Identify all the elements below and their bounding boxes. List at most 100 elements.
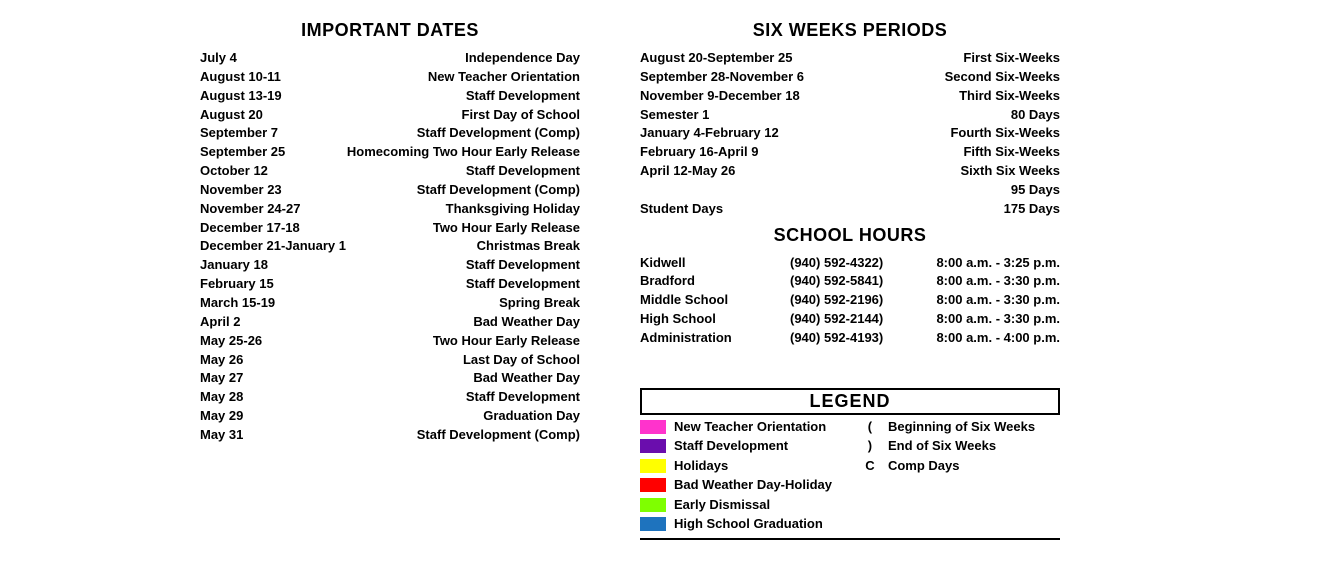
six-weeks-row: February 16-April 9 Fifth Six-Weeks — [640, 143, 1060, 162]
date-label: May 29 — [200, 407, 243, 426]
date-label: March 15-19 — [200, 294, 275, 313]
legend-symbol-label: Beginning of Six Weeks — [888, 417, 1035, 437]
date-label: August 13-19 — [200, 87, 282, 106]
date-desc: Staff Development (Comp) — [417, 181, 580, 200]
date-label: May 28 — [200, 388, 243, 407]
legend-colors: New Teacher OrientationStaff Development… — [640, 417, 832, 534]
right-column: SIX WEEKS PERIODS August 20-September 25… — [640, 20, 1060, 540]
school-phone: (940) 592-2144) — [790, 310, 920, 329]
date-desc: Staff Development — [466, 388, 580, 407]
important-date-row: September 25Homecoming Two Hour Early Re… — [200, 143, 580, 162]
date-label: November 24-27 — [200, 200, 300, 219]
date-desc: Last Day of School — [463, 351, 580, 370]
important-dates-title: IMPORTANT DATES — [200, 20, 580, 41]
important-date-row: August 13-19 Staff Development — [200, 87, 580, 106]
important-date-row: August 20 First Day of School — [200, 106, 580, 125]
date-label: August 10-11 — [200, 68, 281, 87]
period-range: Student Days — [640, 200, 723, 219]
period-label: Fourth Six-Weeks — [950, 124, 1060, 143]
date-desc: Staff Development (Comp) — [417, 124, 580, 143]
date-label: December 21-January 1 — [200, 237, 346, 256]
school-hours-row: Bradford(940) 592-5841)8:00 a.m. - 3:30 … — [640, 272, 1060, 291]
period-label: Second Six-Weeks — [945, 68, 1060, 87]
legend-swatch — [640, 420, 666, 434]
important-date-row: May 25-26Two Hour Early Release — [200, 332, 580, 351]
period-range: September 28-November 6 — [640, 68, 804, 87]
school-hours: 8:00 a.m. - 3:25 p.m. — [920, 254, 1060, 273]
school-name: Kidwell — [640, 254, 790, 273]
important-date-row: September 7 Staff Development (Comp) — [200, 124, 580, 143]
legend-color-item: New Teacher Orientation — [640, 417, 832, 437]
school-hours: 8:00 a.m. - 3:30 p.m. — [920, 272, 1060, 291]
six-weeks-row: January 4-February 12Fourth Six-Weeks — [640, 124, 1060, 143]
legend-swatch — [640, 498, 666, 512]
date-label: January 18 — [200, 256, 268, 275]
six-weeks-row: August 20-September 25 First Six-Weeks — [640, 49, 1060, 68]
school-hours-row: Administration(940) 592-4193)8:00 a.m. -… — [640, 329, 1060, 348]
date-label: May 26 — [200, 351, 243, 370]
six-weeks-row: 95 Days — [640, 181, 1060, 200]
date-desc: Bad Weather Day — [473, 369, 580, 388]
date-desc: Two Hour Early Release — [433, 219, 580, 238]
legend-symbol: ( — [862, 417, 878, 437]
date-desc: Staff Development — [466, 162, 580, 181]
date-desc: Staff Development — [466, 87, 580, 106]
important-date-row: November 24-27Thanksgiving Holiday — [200, 200, 580, 219]
school-hours: 8:00 a.m. - 3:30 p.m. — [920, 310, 1060, 329]
important-date-row: May 29Graduation Day — [200, 407, 580, 426]
school-phone: (940) 592-4322) — [790, 254, 920, 273]
legend-symbols: (Beginning of Six Weeks)End of Six Weeks… — [862, 417, 1035, 534]
period-range: November 9-December 18 — [640, 87, 800, 106]
legend-swatch — [640, 517, 666, 531]
legend-color-label: Holidays — [674, 456, 728, 476]
school-hours: 8:00 a.m. - 4:00 p.m. — [920, 329, 1060, 348]
legend-swatch — [640, 478, 666, 492]
period-label: Third Six-Weeks — [959, 87, 1060, 106]
legend-color-item: Early Dismissal — [640, 495, 832, 515]
date-label: February 15 — [200, 275, 274, 294]
date-desc: First Day of School — [462, 106, 580, 125]
important-date-row: May 27 Bad Weather Day — [200, 369, 580, 388]
important-date-row: November 23Staff Development (Comp) — [200, 181, 580, 200]
six-weeks-row: Semester 180 Days — [640, 106, 1060, 125]
legend-color-item: Holidays — [640, 456, 832, 476]
school-hours-row: High School(940) 592-2144)8:00 a.m. - 3:… — [640, 310, 1060, 329]
legend-symbol-item: CComp Days — [862, 456, 1035, 476]
school-name: High School — [640, 310, 790, 329]
school-name: Bradford — [640, 272, 790, 291]
legend-symbol-label: End of Six Weeks — [888, 436, 996, 456]
legend-section: LEGEND New Teacher OrientationStaff Deve… — [640, 388, 1060, 540]
date-desc: Christmas Break — [477, 237, 580, 256]
date-label: April 2 — [200, 313, 240, 332]
legend-color-label: Early Dismissal — [674, 495, 770, 515]
important-date-row: May 26 Last Day of School — [200, 351, 580, 370]
date-label: May 27 — [200, 369, 243, 388]
school-phone: (940) 592-2196) — [790, 291, 920, 310]
school-name: Administration — [640, 329, 790, 348]
important-date-row: December 17-18 Two Hour Early Release — [200, 219, 580, 238]
six-weeks-row: September 28-November 6 Second Six-Weeks — [640, 68, 1060, 87]
period-range: April 12-May 26 — [640, 162, 735, 181]
legend-symbol-item: ( Beginning of Six Weeks — [862, 417, 1035, 437]
important-date-row: April 2 Bad Weather Day — [200, 313, 580, 332]
date-desc: Bad Weather Day — [473, 313, 580, 332]
period-range: August 20-September 25 — [640, 49, 792, 68]
legend-color-item: Bad Weather Day-Holiday — [640, 475, 832, 495]
period-label: First Six-Weeks — [963, 49, 1060, 68]
important-dates-section: IMPORTANT DATES July 4Independence DayAu… — [200, 20, 580, 540]
legend-color-label: New Teacher Orientation — [674, 417, 826, 437]
date-label: May 31 — [200, 426, 243, 445]
legend-color-label: Staff Development — [674, 436, 788, 456]
six-weeks-list: August 20-September 25First Six-WeeksSep… — [640, 49, 1060, 219]
date-label: December 17-18 — [200, 219, 300, 238]
school-hours: 8:00 a.m. - 3:30 p.m. — [920, 291, 1060, 310]
date-label: August 20 — [200, 106, 263, 125]
period-range: February 16-April 9 — [640, 143, 759, 162]
date-label: September 25 — [200, 143, 285, 162]
legend-color-item: High School Graduation — [640, 514, 832, 534]
school-hours-title: SCHOOL HOURS — [640, 225, 1060, 246]
school-hours-row: Middle School(940) 592-2196)8:00 a.m. - … — [640, 291, 1060, 310]
period-label: Fifth Six-Weeks — [963, 143, 1060, 162]
important-dates-list: July 4Independence DayAugust 10-11New Te… — [200, 49, 580, 445]
date-label: September 7 — [200, 124, 278, 143]
